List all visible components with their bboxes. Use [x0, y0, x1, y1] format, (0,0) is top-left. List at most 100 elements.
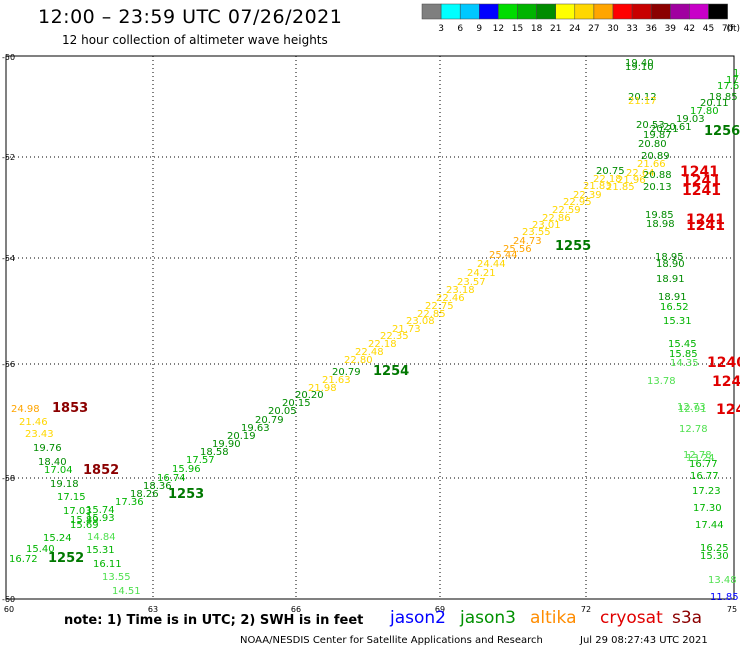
wave-height-label: 14.84: [87, 532, 116, 543]
lat-tick-label: -56: [2, 360, 15, 369]
lon-tick-label: 75: [727, 605, 737, 614]
wave-height-label: 15.31: [663, 316, 692, 327]
wave-height-label: 19.90: [212, 439, 241, 450]
wave-height-label: 22.75: [425, 301, 454, 312]
wave-height-label: 14.51: [112, 586, 141, 597]
lon-tick-label: 63: [148, 605, 158, 614]
wave-height-label: 18.98: [646, 219, 675, 230]
wave-height-label: 18.36: [143, 481, 172, 492]
lat-tick-label: -60: [2, 595, 15, 604]
wave-height-label: 24.21: [467, 268, 496, 279]
wave-height-label: 18.26: [130, 489, 159, 500]
wave-height-label: 17: [726, 75, 739, 86]
map-title: 12:00 – 23:59 UTC 07/26/2021: [38, 6, 343, 28]
wave-height-label: 12.78: [683, 450, 712, 461]
wave-height-label: 21.96: [617, 175, 646, 186]
wave-height-label: 15.96: [172, 464, 201, 475]
wave-height-label: 19.40: [625, 58, 654, 69]
wave-height-label: 18.58: [200, 447, 229, 458]
lon-tick-label: 69: [435, 605, 445, 614]
legend-label: 42: [684, 24, 695, 34]
wave-height-label: 19.63: [241, 423, 270, 434]
satellite-jason3: jason3: [460, 608, 516, 628]
wave-height-label: 20.11: [700, 98, 729, 109]
legend-label: 70: [722, 24, 734, 34]
wave-height-label: 16.52: [660, 302, 689, 313]
wave-height-label: 18.85: [709, 92, 738, 103]
wave-height-label: 18.91: [656, 274, 685, 285]
track-time-label: 1254: [373, 364, 409, 379]
track-time-label: 1240: [712, 374, 740, 390]
wave-height-label: 19.85: [645, 210, 674, 221]
wave-height-label: 18.90: [656, 259, 685, 270]
wave-height-label: 15.24: [43, 533, 72, 544]
track-time-label: 1240: [707, 355, 740, 371]
lon-tick-label: 72: [581, 605, 591, 614]
legend-label: 12: [493, 24, 504, 34]
footer-note: note: 1) Time is in UTC; 2) SWH is in fe…: [64, 613, 364, 628]
track-time-label: 1241: [682, 183, 721, 199]
wave-height-label: 13.78: [647, 376, 676, 387]
wave-height-label: 20.79: [332, 367, 361, 378]
legend-swatch: [708, 3, 728, 20]
wave-height-label: 16.11: [93, 559, 122, 570]
track-time-labels: 1853185212531252125412551256124112411241…: [48, 124, 740, 566]
graticule: [6, 56, 734, 599]
wave-height-label: 20.88: [643, 170, 672, 181]
wave-height-label: 12.91: [678, 404, 707, 415]
color-legend: 3 6 9 12 15 18 21 24 27 30 33 36 39 42 45 70(ft): [421, 3, 740, 34]
wave-height-label: 13.24: [686, 453, 715, 464]
legend-label: 24: [569, 24, 581, 34]
wave-height-label: 13.55: [102, 572, 131, 583]
wave-height-label: 22.64: [626, 168, 655, 179]
track-time-label: 1241: [680, 164, 719, 180]
wave-height-label: 21.83: [583, 181, 612, 192]
wave-height-label: 25.56: [503, 244, 532, 255]
wave-height-label: 17.80: [690, 106, 719, 117]
legend-label: 39: [665, 24, 677, 34]
wave-height-label: 20.13: [643, 182, 672, 193]
lat-tick-label: -58: [2, 474, 15, 483]
legend-unit: (ft): [726, 24, 740, 34]
lat-tick-label: -50: [2, 53, 15, 62]
track-time-label: 1852: [83, 463, 119, 478]
wave-height-label: 12.73: [677, 402, 706, 413]
wave-height-label: 22.48: [355, 347, 384, 358]
wave-height-label: 15.69: [70, 520, 99, 531]
legend-label: 21: [550, 24, 561, 34]
wave-height-label: 22.39: [573, 190, 602, 201]
wave-height-label: 15.74: [86, 505, 115, 516]
wave-height-label: 17.23: [692, 486, 721, 497]
wave-height-label: 4.47: [0, 0, 22, 3]
wave-height-label: 14.35: [670, 358, 699, 369]
wave-height-label: 23.55: [522, 227, 551, 238]
wave-height-label: 23.01: [532, 220, 561, 231]
legend-label: 36: [645, 24, 657, 34]
wave-height-label: 15.30: [700, 551, 729, 562]
lon-tick-label: 60: [4, 605, 14, 614]
wave-height-label: 22.59: [552, 205, 581, 216]
track-time-label: 1241: [686, 212, 725, 228]
wave-height-label: 23.57: [457, 277, 486, 288]
wave-height-label: 21.73: [392, 324, 421, 335]
wave-height-label: 22.95: [563, 197, 592, 208]
wave-height-label: 15.45: [668, 339, 697, 350]
wave-height-label: 15.85: [669, 349, 698, 360]
wave-height-label: 17.62: [717, 81, 740, 92]
legend-label: 9: [476, 24, 482, 34]
wave-height-label: 16.77: [689, 459, 718, 470]
wave-height-label: 17.03: [63, 506, 92, 517]
wave-height-label: 22.86: [542, 213, 571, 224]
wave-height-label: 14: [733, 68, 740, 79]
wave-height-label: 17.36: [115, 497, 144, 508]
wave-height-label: 15.31: [86, 545, 115, 556]
satellite-s3a: s3a: [672, 608, 703, 628]
track-time-label: 1240: [716, 402, 740, 418]
wave-height-label: 22.35: [380, 331, 409, 342]
wave-height-label: 13.48: [708, 575, 737, 586]
wave-height-label: 11.85: [710, 592, 739, 603]
wave-height-label: 20.15: [282, 398, 311, 409]
wave-height-label: 17.30: [693, 503, 722, 514]
wave-height-label: 24.98: [11, 404, 40, 415]
satellite-altika: altika: [530, 608, 577, 628]
